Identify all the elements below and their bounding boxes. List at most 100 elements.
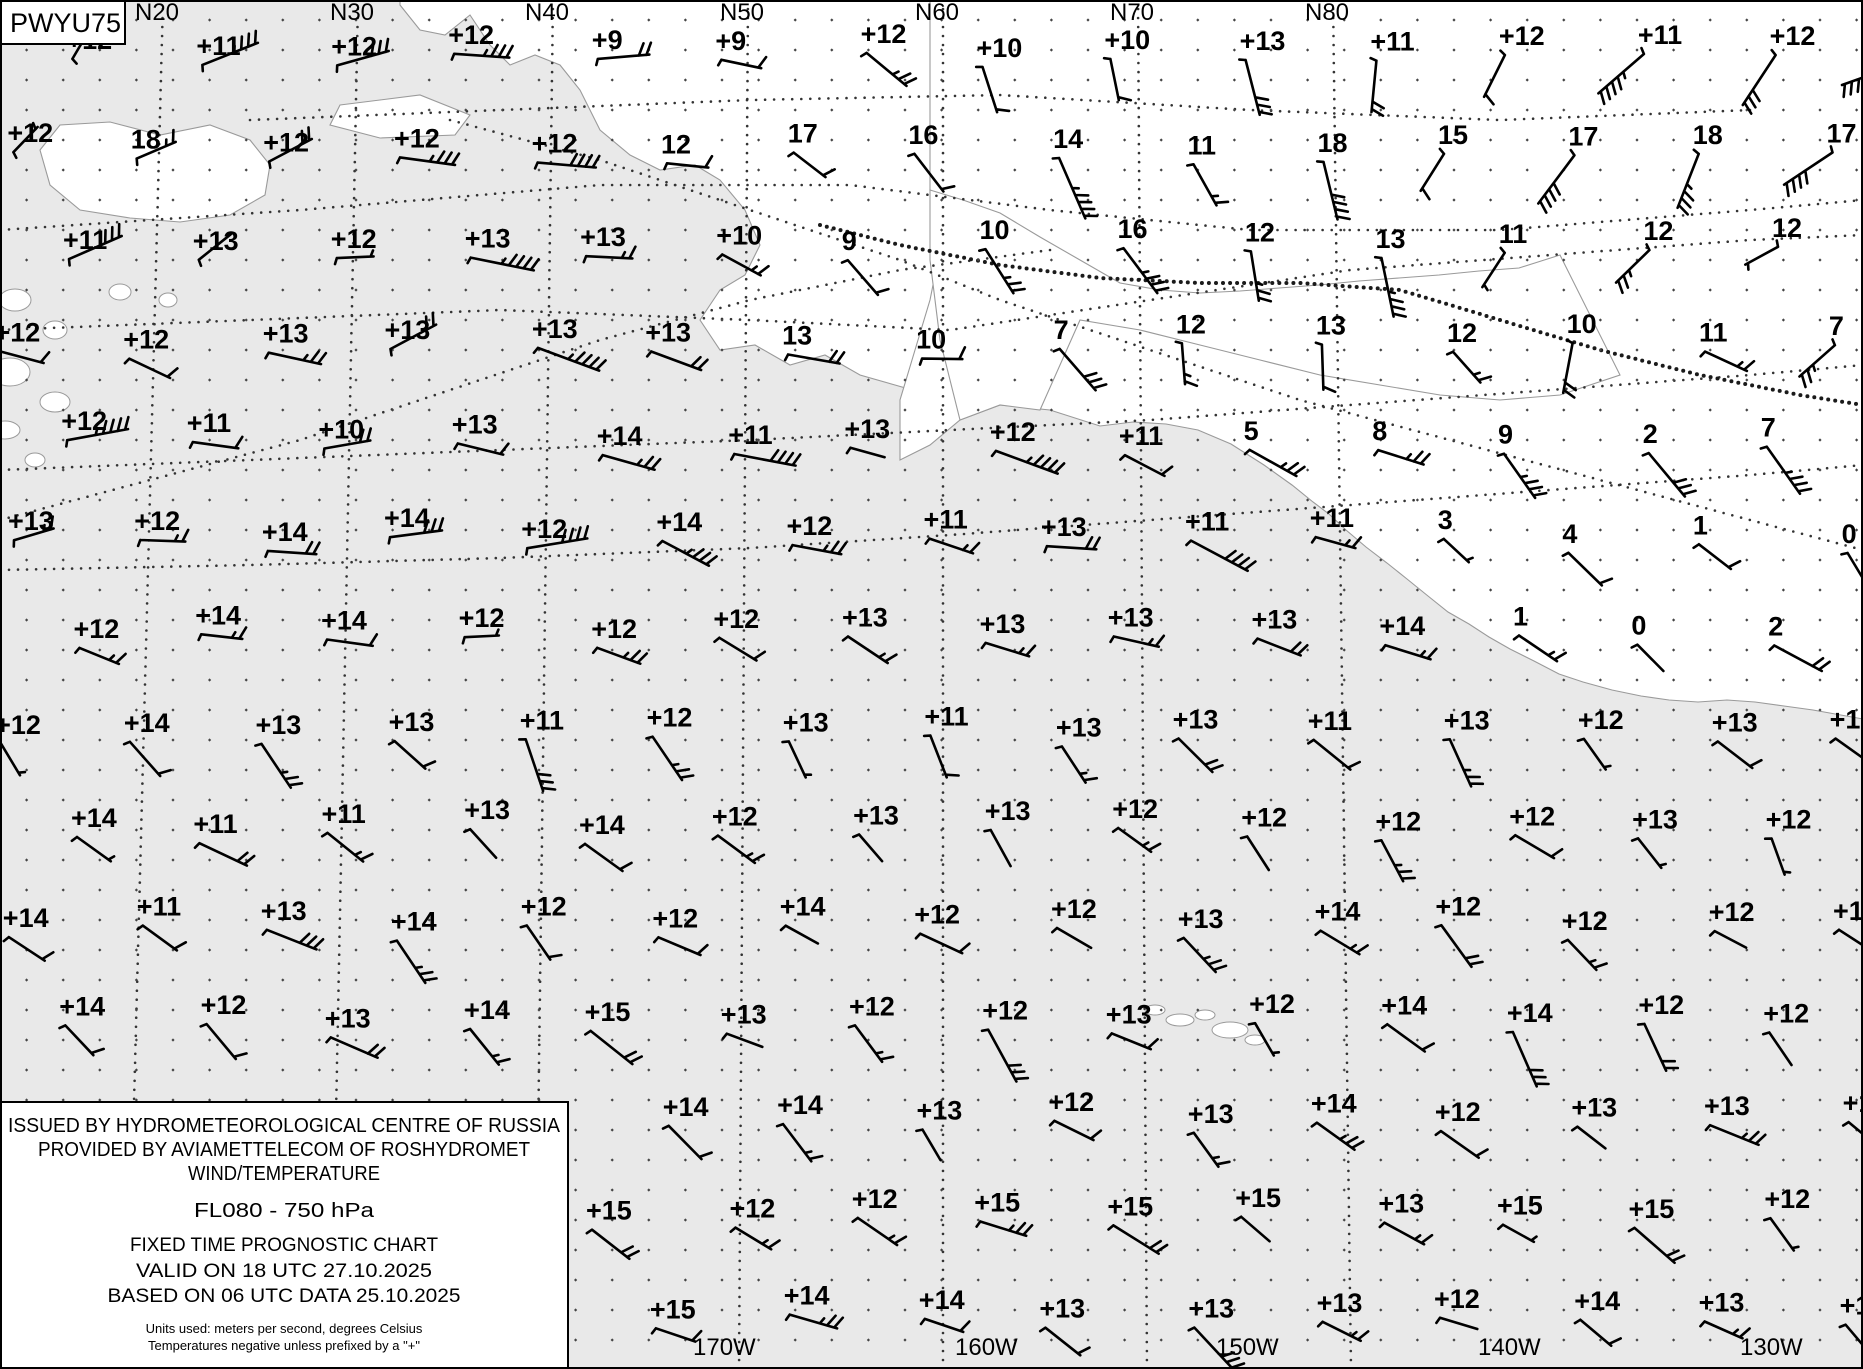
svg-text:+12: +12 bbox=[1770, 21, 1816, 51]
svg-text:+13: +13 bbox=[389, 707, 435, 737]
svg-text:+13: +13 bbox=[193, 226, 239, 256]
svg-text:+11: +11 bbox=[63, 225, 107, 255]
svg-text:+10: +10 bbox=[318, 415, 364, 445]
svg-text:N20: N20 bbox=[135, 0, 179, 26]
svg-text:+13: +13 bbox=[385, 315, 431, 345]
svg-text:+9: +9 bbox=[715, 26, 746, 56]
svg-text:+9: +9 bbox=[592, 25, 623, 55]
svg-text:+14: +14 bbox=[71, 803, 117, 833]
svg-text:+15: +15 bbox=[586, 1196, 632, 1226]
svg-text:+13: +13 bbox=[1188, 1099, 1234, 1129]
svg-text:+14: +14 bbox=[262, 517, 308, 547]
svg-text:+12: +12 bbox=[712, 802, 758, 832]
svg-text:+12: +12 bbox=[532, 129, 578, 159]
svg-text:+13: +13 bbox=[1108, 603, 1154, 633]
svg-text:150W: 150W bbox=[1216, 1334, 1279, 1361]
svg-text:+12: +12 bbox=[1434, 1284, 1480, 1314]
svg-text:+12: +12 bbox=[852, 1184, 898, 1214]
svg-text:17: 17 bbox=[1827, 119, 1857, 149]
svg-text:14: 14 bbox=[1053, 124, 1083, 154]
svg-text:+14: +14 bbox=[1379, 611, 1425, 641]
svg-text:+13: +13 bbox=[1252, 605, 1298, 635]
svg-text:+12: +12 bbox=[1051, 894, 1097, 924]
svg-text:+13: +13 bbox=[8, 506, 54, 536]
svg-text:+13: +13 bbox=[1317, 1288, 1363, 1318]
svg-text:18: 18 bbox=[131, 125, 161, 155]
svg-text:0: 0 bbox=[1842, 519, 1857, 549]
svg-text:+13: +13 bbox=[1178, 904, 1224, 934]
svg-text:11: 11 bbox=[1499, 219, 1528, 249]
svg-text:+13: +13 bbox=[1699, 1288, 1745, 1318]
svg-text:+11: +11 bbox=[1308, 706, 1352, 736]
svg-text:+13: +13 bbox=[256, 710, 302, 740]
svg-text:16: 16 bbox=[908, 120, 938, 150]
svg-text:+12: +12 bbox=[1499, 21, 1545, 51]
svg-text:+14: +14 bbox=[195, 600, 241, 630]
svg-text:+12: +12 bbox=[263, 128, 309, 158]
svg-text:+12: +12 bbox=[521, 892, 567, 922]
svg-text:+12: +12 bbox=[1766, 805, 1812, 835]
svg-text:+12: +12 bbox=[730, 1194, 776, 1224]
svg-text:+12: +12 bbox=[982, 996, 1028, 1026]
svg-text:+11: +11 bbox=[1638, 20, 1682, 50]
svg-text:17: 17 bbox=[1568, 121, 1598, 151]
svg-text:+13: +13 bbox=[1173, 705, 1219, 735]
svg-text:N80: N80 bbox=[1305, 0, 1349, 26]
svg-text:+13: +13 bbox=[985, 796, 1031, 826]
svg-text:+13: +13 bbox=[261, 896, 307, 926]
svg-text:N30: N30 bbox=[330, 0, 374, 26]
svg-text:+12: +12 bbox=[1241, 803, 1287, 833]
svg-text:9: 9 bbox=[1498, 420, 1513, 450]
svg-text:+12: +12 bbox=[331, 224, 377, 254]
svg-text:160W: 160W bbox=[955, 1334, 1018, 1361]
svg-text:12: 12 bbox=[1176, 309, 1206, 339]
svg-text:+12: +12 bbox=[1435, 1097, 1481, 1127]
svg-text:+14: +14 bbox=[391, 907, 437, 937]
svg-text:+14: +14 bbox=[784, 1281, 830, 1311]
svg-text:+11: +11 bbox=[137, 892, 181, 922]
svg-text:ISSUED BY HYDROMETEOROLOGICAL: ISSUED BY HYDROMETEOROLOGICAL CENTRE OF … bbox=[8, 1115, 561, 1137]
svg-text:+14: +14 bbox=[1315, 897, 1361, 927]
svg-text:+13: +13 bbox=[645, 318, 691, 348]
svg-text:+12: +12 bbox=[0, 318, 40, 348]
svg-text:VALID ON 18 UTC 27.10.2025: VALID ON 18 UTC 27.10.2025 bbox=[136, 1261, 432, 1282]
svg-text:+13: +13 bbox=[917, 1096, 963, 1126]
svg-text:+12: +12 bbox=[1112, 794, 1158, 824]
svg-text:9: 9 bbox=[842, 226, 857, 256]
svg-text:130W: 130W bbox=[1740, 1334, 1803, 1361]
svg-text:+12: +12 bbox=[1375, 806, 1421, 836]
svg-text:+12: +12 bbox=[914, 900, 960, 930]
svg-text:+12: +12 bbox=[1709, 897, 1755, 927]
svg-text:N50: N50 bbox=[720, 0, 764, 26]
svg-text:+12: +12 bbox=[7, 118, 53, 148]
svg-text:+11: +11 bbox=[196, 31, 240, 61]
svg-text:+13: +13 bbox=[1843, 1088, 1863, 1118]
svg-text:3: 3 bbox=[1438, 505, 1453, 535]
svg-text:FL080 - 750 hPa: FL080 - 750 hPa bbox=[194, 1200, 375, 1222]
svg-text:+12: +12 bbox=[1578, 705, 1624, 735]
svg-text:+13: +13 bbox=[325, 1003, 371, 1033]
svg-text:+14: +14 bbox=[579, 810, 625, 840]
svg-text:+12: +12 bbox=[990, 417, 1036, 447]
svg-text:+12: +12 bbox=[123, 325, 169, 355]
svg-text:16: 16 bbox=[1118, 214, 1148, 244]
svg-text:+14: +14 bbox=[919, 1285, 965, 1315]
svg-text:+11: +11 bbox=[520, 705, 564, 735]
svg-text:+11: +11 bbox=[1310, 503, 1354, 533]
svg-text:+12: +12 bbox=[713, 604, 759, 634]
svg-text:+12: +12 bbox=[0, 710, 41, 740]
svg-text:10: 10 bbox=[916, 325, 946, 355]
svg-text:+13: +13 bbox=[980, 609, 1026, 639]
svg-text:+12: +12 bbox=[61, 406, 107, 436]
svg-text:+13: +13 bbox=[1039, 1294, 1085, 1324]
svg-text:+14: +14 bbox=[464, 995, 510, 1025]
svg-text:+12: +12 bbox=[1048, 1087, 1094, 1117]
svg-text:10: 10 bbox=[1567, 309, 1597, 339]
svg-text:+12: +12 bbox=[1435, 891, 1481, 921]
svg-text:+13: +13 bbox=[1632, 804, 1678, 834]
svg-text:+12: +12 bbox=[1562, 906, 1608, 936]
svg-text:2: 2 bbox=[1768, 612, 1783, 642]
svg-text:+10: +10 bbox=[977, 33, 1023, 63]
svg-text:WIND/TEMPERATURE: WIND/TEMPERATURE bbox=[188, 1163, 380, 1185]
svg-text:+11: +11 bbox=[1119, 421, 1163, 451]
